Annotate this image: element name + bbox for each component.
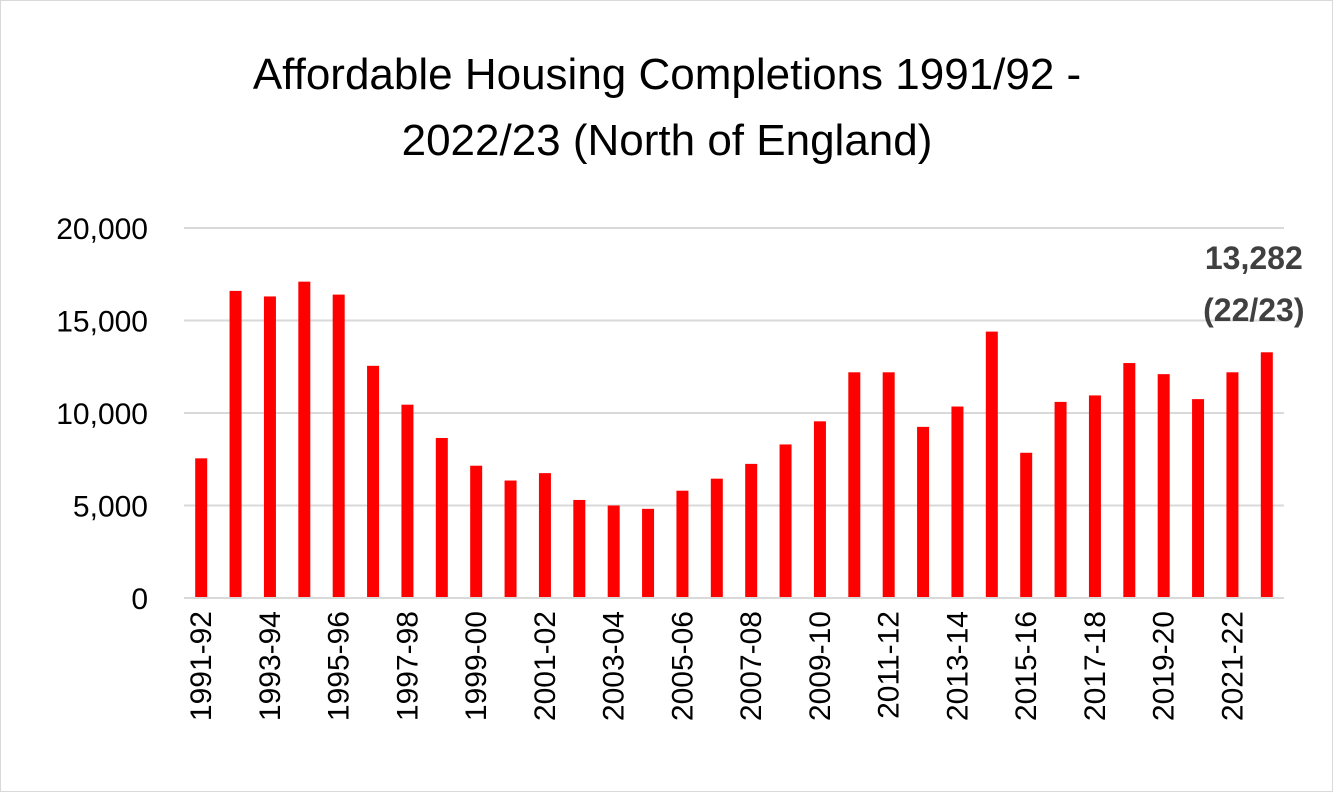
x-axis-tick-labels: 1991-92 1993-94 1995-96 1997-98 1999-00 2001-… [185,611,1249,721]
bar-2011-12 [882,372,895,598]
bar-2014-15 [985,331,998,598]
bar-2004-05 [642,508,655,598]
bar-2005-06 [676,490,689,598]
last-value-callout: 13,282 (22/23) [1203,240,1304,328]
bar-2015-16 [1020,452,1033,598]
callout-text: 13,282 [1205,240,1303,276]
x-tick-label: 2005-06 [666,611,699,721]
y-tick-label: 5,000 [73,491,148,524]
x-tick-label: 2017-18 [1079,611,1112,721]
bar-2003-04 [607,505,620,598]
y-tick-label: 10,000 [56,398,148,431]
bar-2017-18 [1088,395,1101,598]
bar-2021-22 [1226,372,1239,598]
bar-2013-14 [951,406,964,598]
chart-title-line: 2022/23 (North of England) [402,116,933,165]
x-tick-label: 2015-16 [1010,611,1043,721]
x-tick-label: 1999-00 [460,611,493,721]
bar-2020-21 [1192,399,1205,598]
bar-2010-11 [848,372,861,598]
x-tick-label: 2001-02 [529,611,562,721]
x-tick-label: 2011-12 [873,611,906,719]
x-tick-label: 2007-08 [735,611,768,721]
bar-2016-17 [1054,401,1067,598]
x-tick-label: 2009-10 [804,611,837,721]
x-tick-label: 2013-14 [941,611,974,721]
bar-2008-09 [779,444,792,598]
x-tick-label: 2019-20 [1148,611,1181,721]
bar-1995-96 [332,294,345,598]
y-axis-tick-labels: 0 5,000 10,000 15,000 20,000 [56,213,148,616]
bar-2018-19 [1123,363,1136,598]
bar-1992-93 [229,290,242,598]
bar-2002-03 [573,499,586,598]
bar-1998-99 [435,437,448,598]
y-tick-label: 20,000 [56,213,148,246]
bars [195,281,1273,598]
bar-1997-98 [401,404,414,598]
y-tick-label: 0 [131,583,148,616]
bar-2000-01 [504,480,517,598]
bar-2012-13 [917,426,930,598]
y-tick-label: 15,000 [56,306,148,339]
bar-1999-00 [470,465,483,598]
bar-2006-07 [710,478,723,598]
bar-2019-20 [1157,374,1170,598]
x-tick-label: 1993-94 [254,611,287,721]
bar-1996-97 [367,365,380,598]
bar-2022-23 [1260,352,1273,598]
bar-2009-10 [813,421,826,598]
x-tick-label: 1995-96 [323,611,356,721]
x-tick-label: 1997-98 [391,611,424,721]
chart-title-line: Affordable Housing Completions 1991/92 - [253,50,1081,99]
x-tick-label: 2003-04 [598,611,631,721]
bar-2007-08 [745,463,758,598]
bar-1991-92 [195,458,208,598]
x-tick-label: 1991-92 [185,611,218,721]
bar-2001-02 [538,473,551,598]
callout-text: (22/23) [1203,292,1304,328]
x-tick-label: 2021-22 [1216,611,1249,721]
bar-1994-95 [298,281,311,598]
gridlines [184,227,1284,507]
bar-1993-94 [263,296,276,598]
chart-title: Affordable Housing Completions 1991/92 -… [253,50,1081,165]
